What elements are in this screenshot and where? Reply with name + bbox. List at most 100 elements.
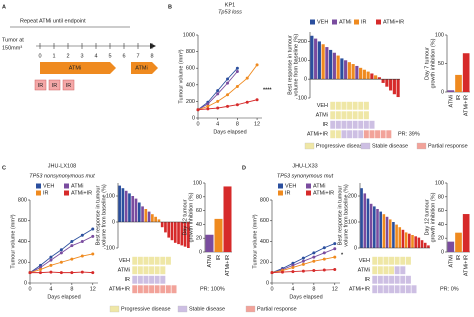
y-tick-label: 100 <box>435 32 444 38</box>
day-label: 3 <box>80 53 83 59</box>
bar <box>366 198 370 248</box>
point <box>301 256 305 260</box>
bar <box>177 222 180 245</box>
bar <box>347 62 351 80</box>
response-cell <box>131 275 138 285</box>
y-tick-label: 400 <box>186 82 195 88</box>
y-axis-label: Tumour volume (mm³) <box>10 214 16 268</box>
response-cell <box>371 265 378 275</box>
day-label: 1 <box>52 53 55 59</box>
legend-swatch <box>278 190 283 196</box>
legend-label: VEH <box>43 183 54 189</box>
x-tick-label: ATMi <box>448 95 454 107</box>
point <box>59 251 63 255</box>
response-cell <box>352 129 359 139</box>
y-tick-label: 200 <box>186 99 195 105</box>
response-cell <box>368 129 376 139</box>
response-cell <box>137 284 144 294</box>
x-tick-label: 0 <box>28 286 31 292</box>
bar <box>157 219 161 222</box>
bar <box>362 69 366 80</box>
point <box>59 271 63 275</box>
point <box>38 268 42 272</box>
day-label: 7 <box>136 53 139 59</box>
bar <box>408 233 411 248</box>
y-tick-label: 20 <box>438 236 444 242</box>
legend-swatch <box>306 183 311 189</box>
response-cell <box>170 284 178 294</box>
point <box>333 242 337 246</box>
response-cell <box>357 129 364 139</box>
bar <box>377 77 381 80</box>
bar <box>214 218 223 252</box>
timeline-arrow <box>150 43 156 49</box>
row-label: ATMi+IR <box>307 132 328 138</box>
point <box>49 255 53 259</box>
bar <box>355 65 359 80</box>
response-cell <box>137 265 144 275</box>
chart-subtitle: TP53 synonymous mut <box>277 173 334 179</box>
response-cell <box>346 101 353 111</box>
bar <box>147 211 151 222</box>
bar <box>414 236 417 248</box>
legend-swatch <box>416 142 427 150</box>
x-tick-label: 12 <box>332 286 338 292</box>
y-tick-label: 0 <box>199 249 202 255</box>
point <box>245 100 249 104</box>
annotation: * <box>341 252 344 258</box>
point <box>70 257 74 261</box>
bar <box>462 214 470 252</box>
response-cell <box>154 284 161 294</box>
response-cell <box>142 256 150 266</box>
start-label: Tumor at <box>2 37 24 43</box>
y-tick-label: 50 <box>438 61 444 67</box>
bar <box>154 216 157 222</box>
response-cell <box>148 275 155 285</box>
response-cell <box>165 256 172 266</box>
day-label: 5 <box>108 53 111 59</box>
bar <box>183 222 187 247</box>
response-cell <box>399 275 406 285</box>
bar <box>205 234 214 252</box>
bar <box>170 222 174 241</box>
point <box>91 234 95 238</box>
y-tick-label: 600 <box>18 218 27 224</box>
response-cell <box>394 275 401 285</box>
y-tick-label: 800 <box>260 197 269 203</box>
response-cell <box>368 120 376 130</box>
response-cell <box>363 129 370 139</box>
response-cell <box>159 265 166 275</box>
day-label: 4 <box>94 53 97 59</box>
bar <box>376 209 379 248</box>
y-axis-label: growth inhibition (%) <box>430 192 436 242</box>
bar <box>411 235 414 248</box>
x-tick-label: 8 <box>70 286 73 292</box>
bar <box>392 222 395 248</box>
point <box>322 246 326 250</box>
y-tick-label: 60 <box>196 208 202 214</box>
y-tick-label: 100 <box>348 219 357 225</box>
y-axis-label: Tumour volume (mm³) <box>178 49 184 103</box>
legend-label: IR <box>43 190 49 196</box>
point <box>70 240 74 243</box>
y-tick-label: 0 <box>266 280 269 286</box>
y-tick-label: 800 <box>186 49 195 55</box>
repeat-label: Repeat ATMi until endpoint <box>20 18 86 24</box>
y-tick-label: 1000 <box>183 32 195 38</box>
bar <box>160 222 164 228</box>
point <box>235 66 239 70</box>
response-cell <box>159 275 166 285</box>
x-tick-label: ATMi <box>207 255 213 267</box>
bar <box>366 71 370 80</box>
bar <box>370 73 374 80</box>
response-cell <box>399 284 406 294</box>
bar <box>396 79 400 98</box>
bar <box>180 222 184 246</box>
response-cell <box>137 256 144 266</box>
x-tick-label: 4 <box>49 286 52 292</box>
response-cell <box>357 110 364 120</box>
response-note: PR: 0% <box>440 287 459 293</box>
point <box>28 271 32 275</box>
y-tick-label: 200 <box>348 193 357 199</box>
